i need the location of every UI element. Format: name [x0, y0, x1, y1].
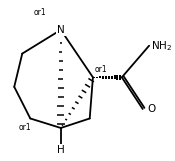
Text: or1: or1	[19, 123, 32, 133]
Text: N: N	[57, 25, 65, 35]
Text: O: O	[148, 104, 156, 114]
Text: NH$_2$: NH$_2$	[151, 39, 172, 53]
Text: H: H	[57, 145, 65, 155]
Text: or1: or1	[94, 65, 107, 74]
Text: or1: or1	[34, 8, 46, 17]
